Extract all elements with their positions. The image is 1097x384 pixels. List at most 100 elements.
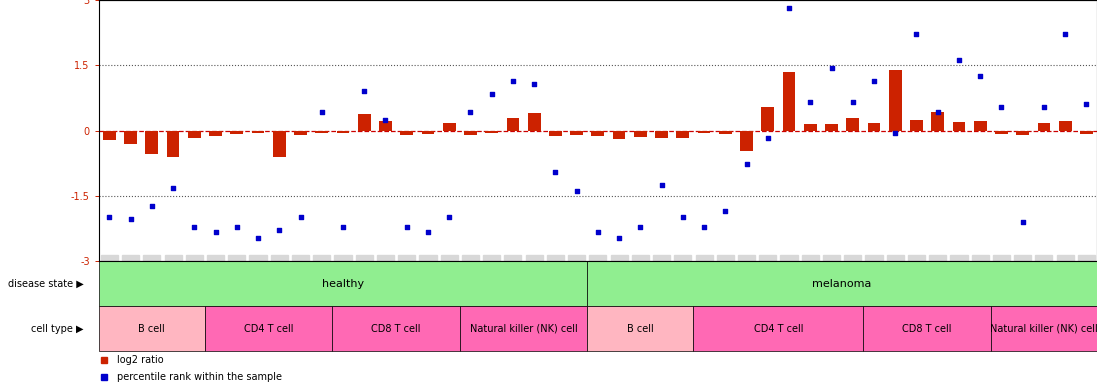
Bar <box>337 131 349 133</box>
Point <box>780 5 798 11</box>
Point <box>143 203 160 209</box>
Bar <box>911 120 923 131</box>
Bar <box>205 306 332 351</box>
Point <box>823 65 840 71</box>
Point <box>929 109 947 115</box>
Text: CD4 T cell: CD4 T cell <box>754 324 803 334</box>
Point <box>1056 31 1074 37</box>
Bar <box>740 131 753 151</box>
Point <box>525 81 543 87</box>
Bar <box>188 131 201 138</box>
Text: CD8 T cell: CD8 T cell <box>903 324 952 334</box>
Point <box>716 209 734 215</box>
Text: Natural killer (NK) cell: Natural killer (NK) cell <box>989 324 1097 334</box>
Bar <box>1081 131 1093 134</box>
Bar <box>485 131 498 133</box>
Point <box>313 109 330 115</box>
Point <box>802 99 819 105</box>
Point <box>886 130 904 136</box>
Point <box>335 224 352 230</box>
Bar <box>991 306 1097 351</box>
Point <box>844 99 861 105</box>
Point <box>993 104 1010 110</box>
Point <box>568 187 586 194</box>
Point <box>292 214 309 220</box>
Point <box>610 235 627 241</box>
Bar <box>613 131 625 139</box>
Bar <box>230 131 244 134</box>
Bar <box>677 131 689 138</box>
Point <box>165 185 182 191</box>
Text: B cell: B cell <box>627 324 654 334</box>
Bar <box>146 131 158 154</box>
Bar <box>931 112 945 131</box>
Bar <box>548 131 562 136</box>
Bar <box>570 131 583 135</box>
Point <box>228 224 246 230</box>
Point <box>505 78 522 84</box>
Point <box>950 57 968 63</box>
Point <box>122 216 139 222</box>
Point <box>206 229 224 235</box>
Bar <box>400 131 414 135</box>
Bar <box>294 131 307 135</box>
Bar <box>460 306 587 351</box>
Bar <box>693 306 863 351</box>
Point <box>674 214 691 220</box>
Point <box>907 31 925 37</box>
Bar <box>251 131 264 133</box>
Bar <box>1016 131 1029 135</box>
Text: CD8 T cell: CD8 T cell <box>372 324 421 334</box>
Point <box>249 235 267 241</box>
Bar <box>358 114 371 131</box>
Bar <box>273 131 285 157</box>
Point <box>546 169 564 175</box>
Point <box>376 117 394 123</box>
Point <box>1077 101 1095 108</box>
Point <box>695 224 713 230</box>
Bar <box>782 72 795 131</box>
Point <box>866 78 883 84</box>
Bar <box>103 131 115 140</box>
Point <box>462 109 479 115</box>
Bar <box>761 107 774 131</box>
Bar <box>868 122 881 131</box>
Text: melanoma: melanoma <box>813 279 872 289</box>
Bar <box>124 131 137 144</box>
Bar <box>464 131 477 135</box>
Bar <box>587 306 693 351</box>
Bar <box>315 131 328 133</box>
Bar <box>1038 122 1050 131</box>
Bar <box>719 131 732 134</box>
Bar <box>507 118 519 131</box>
Text: Natural killer (NK) cell: Natural killer (NK) cell <box>470 324 577 334</box>
Point <box>271 227 289 233</box>
Text: log2 ratio: log2 ratio <box>116 354 163 364</box>
Point <box>653 182 670 189</box>
Bar <box>863 306 991 351</box>
Point <box>440 214 457 220</box>
Point <box>759 135 777 141</box>
Point <box>101 214 118 220</box>
Point <box>483 91 500 97</box>
Bar <box>210 131 222 136</box>
Text: cell type ▶: cell type ▶ <box>32 324 83 334</box>
Bar <box>655 131 668 138</box>
Text: CD4 T cell: CD4 T cell <box>244 324 293 334</box>
Point <box>972 73 989 79</box>
Point <box>419 229 437 235</box>
Point <box>355 88 373 94</box>
Bar <box>804 124 816 131</box>
Point <box>632 224 649 230</box>
Point <box>738 161 756 167</box>
Bar <box>99 306 205 351</box>
Bar <box>167 131 180 157</box>
Bar <box>889 70 902 131</box>
Bar <box>952 122 965 131</box>
Bar <box>634 131 647 137</box>
Bar <box>380 121 392 131</box>
Bar <box>698 131 711 133</box>
Point <box>1036 104 1053 110</box>
Bar <box>825 124 838 131</box>
Bar <box>99 261 587 306</box>
